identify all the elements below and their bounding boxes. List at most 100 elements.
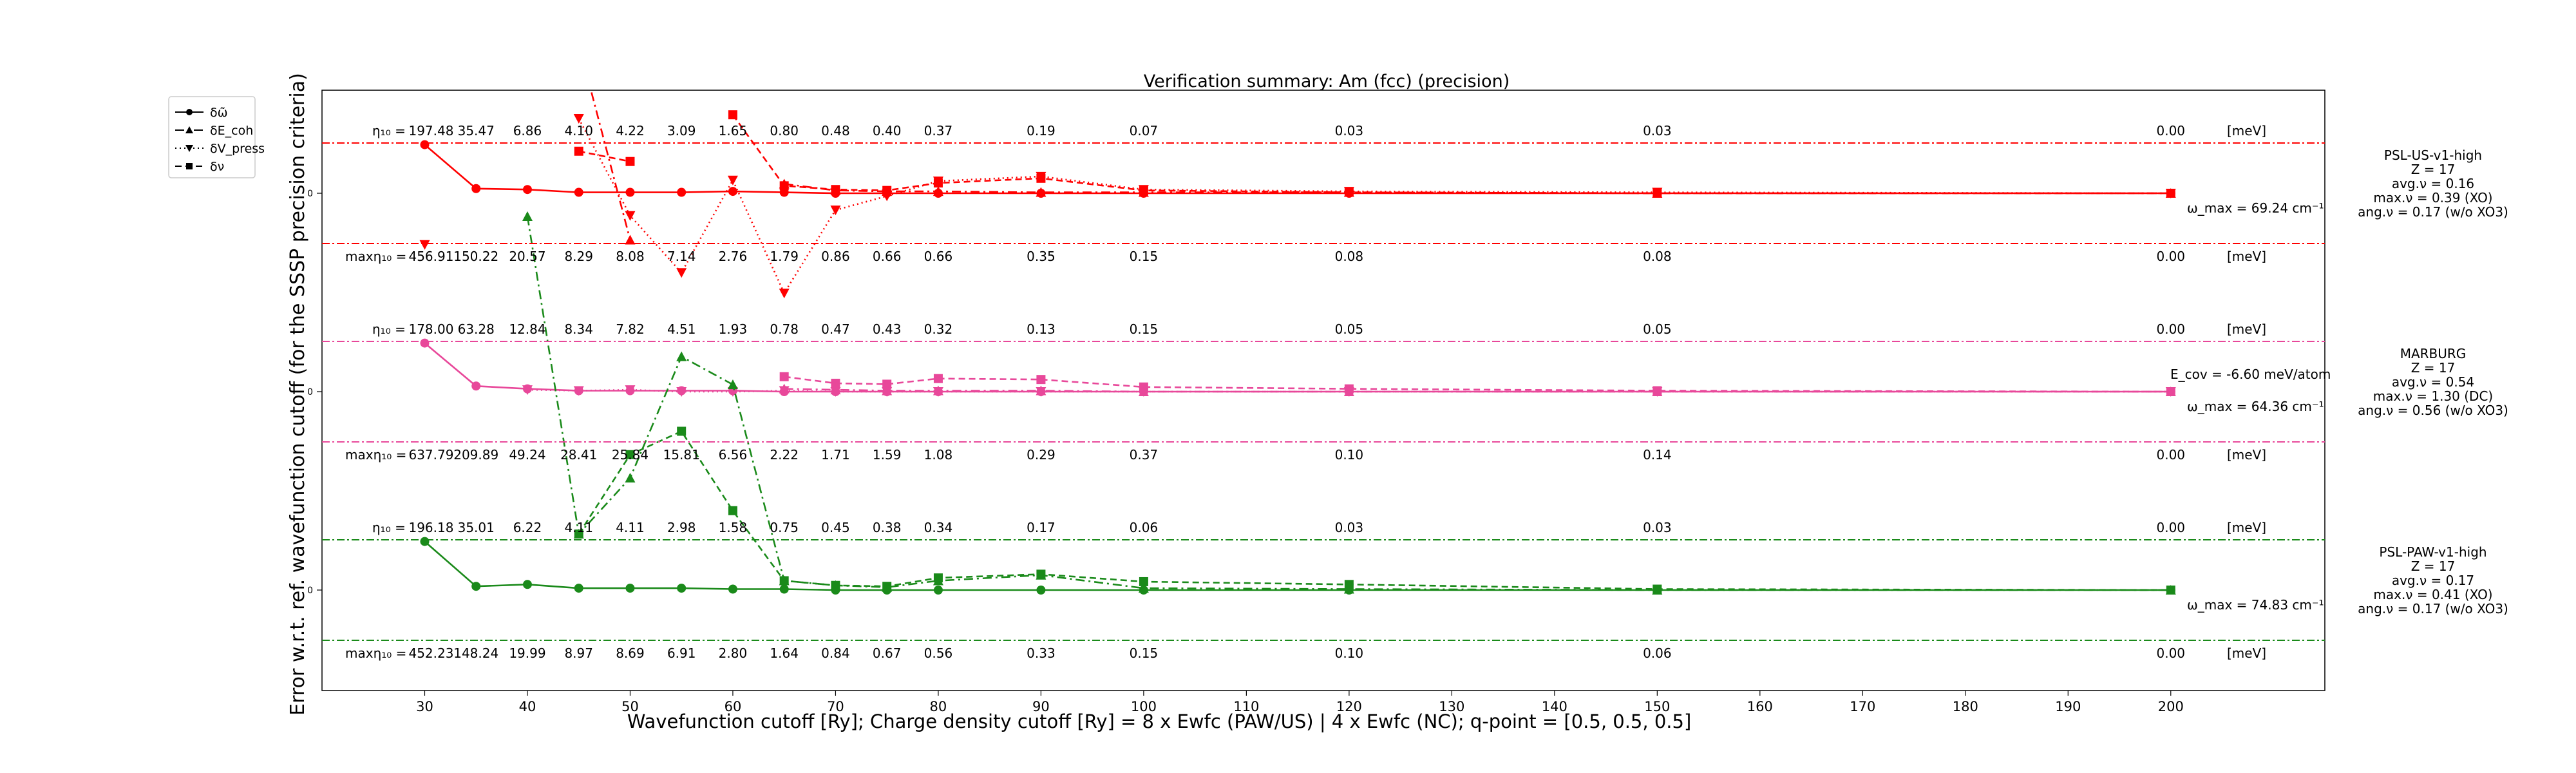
point-1-2-80	[933, 387, 943, 397]
group-0-eta-120: 0.03	[1335, 123, 1364, 138]
point-2-3-90	[1036, 569, 1046, 579]
group-1-eta-50: 7.82	[616, 321, 645, 337]
legend-label-3: δν	[210, 160, 224, 174]
x-tick-label-160: 160	[1747, 699, 1773, 714]
group-1-eta-150: 0.05	[1643, 321, 1672, 337]
legend-marker-2	[185, 145, 193, 152]
series-line-0-0	[424, 144, 2171, 195]
series-line-2-3	[578, 430, 2171, 591]
point-2-1-60	[727, 379, 738, 389]
point-2-3-70	[831, 580, 840, 590]
group-2-max-80: 0.56	[924, 645, 953, 661]
point-0-3-75	[882, 186, 892, 195]
group-0-info-0: PSL-US-v1-high	[2384, 148, 2482, 163]
group-0-eta-150: 0.03	[1643, 123, 1672, 138]
group-1-info-1: Z = 17	[2411, 360, 2456, 376]
group-1-max-40: 49.24	[509, 447, 545, 463]
legend-marker-1	[185, 126, 193, 133]
series-line-1-3	[784, 376, 2171, 393]
group-2-eta-200: 0.00	[2157, 520, 2186, 535]
x-tick-label-110: 110	[1233, 699, 1259, 714]
group-2-max-150: 0.06	[1643, 645, 1672, 661]
group-0-eta-80: 0.37	[924, 123, 953, 138]
series-line-2-1	[526, 216, 2171, 591]
point-1-3-65	[779, 372, 789, 381]
point-2-0-35	[471, 582, 481, 591]
group-2-max-100: 0.15	[1130, 645, 1159, 661]
group-0-eta-45: 4.10	[564, 123, 593, 138]
point-1-3-75	[882, 379, 892, 389]
group-2-info-2: avg.ν = 0.17	[2392, 573, 2474, 588]
point-1-2-65	[779, 386, 790, 396]
group-0-eta-unit: [meV]	[2227, 123, 2266, 138]
point-0-2-30	[419, 240, 430, 250]
point-0-1-80	[933, 186, 943, 196]
y-tick-label-1: 0	[307, 387, 313, 397]
point-0-2-65	[779, 289, 790, 299]
group-1-omega-label: ω_max = 64.36 cm⁻¹	[2187, 399, 2324, 414]
point-1-3-120	[1344, 384, 1354, 394]
group-0-max-unit: [meV]	[2227, 249, 2266, 264]
group-2-max-30: 452.23	[408, 645, 453, 661]
point-0-2-70	[830, 205, 841, 216]
group-2-max-50: 8.69	[616, 645, 645, 661]
point-0-3-200	[2166, 189, 2175, 198]
group-1-eta-80: 0.32	[924, 321, 953, 337]
point-0-3-90	[1036, 173, 1046, 183]
y-axis-label: Error w.r.t. ref. wavefunction cutoff (f…	[287, 73, 309, 716]
group-0-info-2: avg.ν = 0.16	[2392, 176, 2474, 191]
point-1-2-40	[522, 385, 533, 396]
point-1-3-90	[1036, 375, 1046, 385]
group-2-eta-prefix: η₁₀ =	[372, 520, 406, 535]
group-2-max-120: 0.10	[1335, 645, 1364, 661]
point-2-3-60	[728, 506, 737, 515]
point-2-1-50	[625, 473, 636, 482]
group-0-info-1: Z = 17	[2411, 162, 2456, 177]
group-1-max-75: 1.59	[873, 447, 902, 463]
point-1-3-150	[1653, 386, 1662, 396]
point-1-2-60	[727, 387, 738, 397]
x-tick-label-50: 50	[621, 699, 639, 714]
group-1-info-0: MARBURG	[2400, 346, 2467, 361]
plot-area: 30 40 50 60 70 80 90 100 110 120 130 140 150 160 170 18…	[307, 90, 2508, 714]
group-1-max-65: 2.22	[770, 447, 799, 463]
group-2-info-4: ang.ν = 0.17 (w/o XO3)	[2358, 601, 2508, 616]
point-2-0-30	[420, 537, 430, 546]
group-2-max-65: 1.64	[770, 645, 799, 661]
group-1-eta-90: 0.13	[1027, 321, 1056, 337]
group-0-max-150: 0.08	[1643, 249, 1672, 264]
group-2-eta-65: 0.75	[770, 520, 799, 535]
group-1-eta-200: 0.00	[2157, 321, 2186, 337]
point-1-2-50	[625, 385, 636, 396]
x-tick-label-190: 190	[2055, 699, 2081, 714]
group-2-eta-30: 196.18	[408, 520, 453, 535]
group-0-info-4: ang.ν = 0.17 (w/o XO3)	[2358, 204, 2508, 220]
group-0	[419, 90, 2176, 299]
point-2-0-45	[574, 584, 583, 593]
group-2-eta-90: 0.17	[1027, 520, 1056, 535]
group-1-eta-30: 178.00	[408, 321, 453, 337]
x-axis-label: Wavefunction cutoff [Ry]; Charge density…	[627, 711, 1692, 732]
point-2-3-45	[574, 530, 583, 539]
group-0-info-3: max.ν = 0.39 (XO)	[2373, 190, 2492, 205]
group-1-eta-unit: [meV]	[2227, 321, 2266, 337]
group-1-max-150: 0.14	[1643, 447, 1672, 463]
point-2-3-65	[779, 576, 789, 586]
point-0-3-70	[831, 185, 840, 195]
point-1-3-70	[831, 378, 840, 388]
x-tick-label-130: 130	[1439, 699, 1464, 714]
group-1-eta-35: 63.28	[458, 321, 495, 337]
group-0-max-80: 0.66	[924, 249, 953, 264]
point-2-3-55	[677, 426, 687, 436]
point-2-1-55	[676, 351, 687, 361]
point-2-0-55	[677, 584, 687, 593]
series-line-1-2	[527, 388, 2171, 393]
group-0-max-55: 7.14	[667, 249, 696, 264]
group-0-max-120: 0.08	[1335, 249, 1364, 264]
group-2-max-prefix: maxη₁₀ =	[345, 645, 406, 661]
group-1-eta-60: 1.93	[719, 321, 748, 337]
group-0-max-50: 8.08	[616, 249, 645, 264]
group-2-eta-unit: [meV]	[2227, 520, 2266, 535]
group-1-max-30: 637.79	[408, 447, 453, 463]
